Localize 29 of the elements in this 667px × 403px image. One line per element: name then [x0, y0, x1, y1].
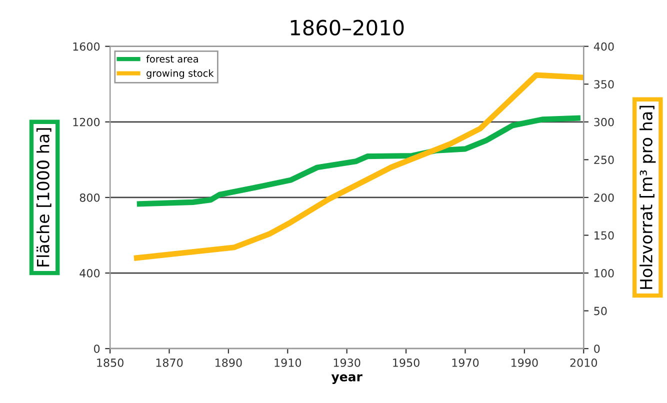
y-axis-title: Fläche [1000 ha] — [36, 128, 52, 266]
x-tick-label: 1850 — [97, 358, 124, 367]
x-tick-label: 1990 — [512, 358, 538, 367]
y2-tick-label: 0 — [594, 344, 600, 353]
y-tick-label: 1200 — [73, 118, 100, 126]
y2-tick-label: 350 — [594, 80, 614, 89]
chart-title: 1860–2010 — [290, 20, 404, 36]
x-tick-label: 1910 — [274, 358, 302, 367]
x-tick-label: 1950 — [393, 358, 420, 367]
x-tick-label: 1970 — [452, 358, 479, 367]
y-tick-label: 400 — [80, 269, 100, 278]
x-tick-label: 1870 — [156, 358, 183, 367]
y2-tick-label: 200 — [594, 193, 614, 202]
y2-tick-label: 50 — [594, 306, 607, 316]
x-axis-title: year — [331, 374, 362, 384]
y2-axis-title: Holzvorrat [m³ pro ha] — [640, 106, 656, 289]
x-tick-label: 1930 — [334, 358, 360, 367]
y-tick-label: 1600 — [73, 42, 100, 51]
legend-label: forest area — [146, 55, 198, 63]
legend-label: growing stock — [146, 69, 214, 79]
y-tick-label: 800 — [80, 193, 100, 202]
y-tick-label: 0 — [94, 344, 100, 353]
y2-tick-label: 250 — [594, 156, 614, 164]
y2-tick-label: 150 — [594, 231, 614, 240]
y2-tick-label: 300 — [594, 118, 614, 126]
x-tick-label: 1890 — [216, 358, 242, 367]
y2-tick-label: 100 — [594, 269, 614, 278]
x-tick-label: 2010 — [570, 358, 598, 367]
y2-tick-label: 400 — [594, 42, 614, 51]
